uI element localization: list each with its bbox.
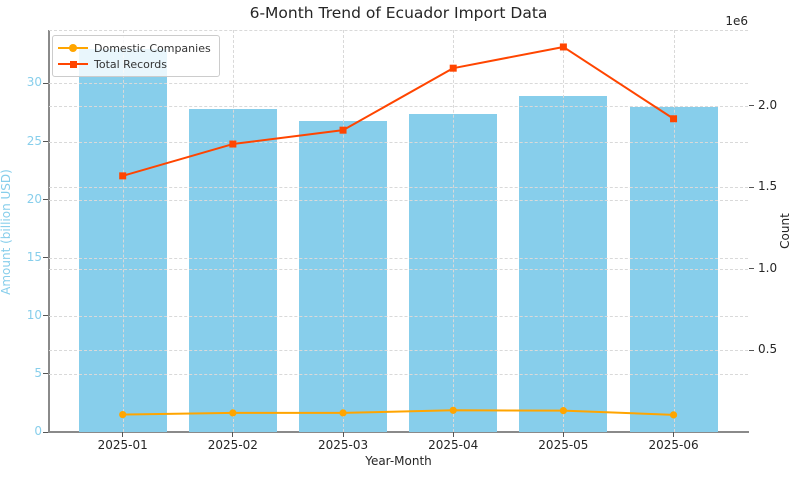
square-marker-2025-04 — [449, 64, 457, 72]
gridline-h-right-0.5 — [49, 350, 748, 352]
legend: Domestic Companies Total Records — [52, 35, 220, 77]
square-marker-2025-01 — [119, 172, 127, 180]
gridline-v-2025-06 — [673, 30, 675, 432]
tick-mark-left-15 — [43, 257, 48, 259]
gridline-h-left-15 — [49, 257, 748, 259]
tick-mark-x-2025-06 — [673, 432, 675, 437]
tick-label-right-0.5: 0.5 — [758, 342, 778, 357]
gridline-h-right-1 — [49, 268, 748, 270]
gridline-h-left-20 — [49, 199, 748, 201]
tick-label-left-5: 5 — [34, 365, 42, 380]
square-marker-icon — [70, 61, 77, 68]
legend-item-domestic-companies: Domestic Companies — [58, 40, 211, 56]
gridline-v-2025-04 — [453, 30, 455, 432]
line-layer — [119, 43, 678, 419]
square-marker-2025-05 — [559, 43, 567, 51]
legend-line-sample-domestic — [58, 43, 88, 53]
tick-mark-right-0.5 — [749, 349, 754, 351]
gridline-v-2025-05 — [563, 30, 565, 432]
circle-marker-2025-03 — [339, 409, 347, 417]
square-marker-2025-06 — [670, 115, 678, 123]
square-marker-2025-03 — [339, 126, 347, 134]
legend-line-sample-total — [58, 59, 88, 69]
gridline-v-2025-02 — [232, 30, 234, 432]
square-marker-2025-02 — [229, 140, 237, 148]
tick-label-left-0: 0 — [34, 424, 42, 438]
tick-label-x-2025-04: 2025-04 — [428, 438, 479, 452]
circle-marker-2025-02 — [229, 409, 237, 417]
tick-mark-x-2025-05 — [562, 432, 564, 437]
chart-title: 6-Month Trend of Ecuador Import Data — [249, 4, 548, 22]
tick-mark-x-2025-03 — [342, 432, 344, 437]
y-axis-label-right: Count — [778, 213, 792, 249]
tick-mark-left-5 — [43, 373, 48, 375]
gridline-h-left-25 — [49, 141, 748, 143]
gridline-v-2025-03 — [343, 30, 345, 432]
tick-label-x-2025-03: 2025-03 — [317, 438, 369, 452]
gridline-h-left-5 — [49, 373, 748, 375]
tick-label-x-2025-06: 2025-06 — [648, 438, 699, 452]
circle-marker-icon — [69, 44, 77, 52]
legend-label: Total Records — [94, 57, 167, 71]
circle-marker-2025-06 — [669, 411, 678, 419]
tick-mark-x-2025-02 — [232, 432, 234, 437]
line-domestic-companies — [122, 409, 674, 416]
tick-label-right-2: 2.0 — [758, 97, 778, 112]
line-total-records — [122, 45, 675, 177]
gridline-h-right-2 — [49, 105, 748, 107]
x-axis-label: Year-Month — [365, 454, 432, 468]
tick-mark-left-0 — [43, 431, 48, 433]
legend-item-total-records: Total Records — [58, 56, 211, 72]
tick-mark-x-2025-04 — [452, 432, 454, 437]
circle-marker-2025-01 — [119, 410, 127, 419]
tick-label-x-2025-02: 2025-02 — [207, 438, 258, 452]
tick-label-right-1: 1.0 — [758, 260, 778, 275]
tick-mark-right-1 — [749, 268, 754, 270]
gridline-h-left-30 — [49, 83, 748, 85]
tick-label-x-2025-05: 2025-05 — [538, 438, 589, 452]
legend-label: Domestic Companies — [94, 41, 211, 55]
tick-mark-x-2025-01 — [122, 432, 124, 437]
circle-marker-2025-05 — [559, 407, 567, 415]
tick-mark-left-25 — [43, 141, 48, 143]
gridline-v-2025-01 — [122, 30, 124, 432]
tick-label-left-25: 25 — [26, 133, 42, 148]
tick-label-right-1.5: 1.5 — [758, 179, 778, 194]
circle-marker-2025-04 — [449, 406, 457, 414]
tick-mark-left-10 — [43, 315, 48, 317]
tick-mark-right-1.5 — [749, 186, 754, 188]
tick-label-left-15: 15 — [26, 249, 42, 264]
tick-label-left-10: 10 — [26, 307, 42, 322]
tick-label-left-20: 20 — [26, 191, 42, 206]
tick-mark-left-30 — [43, 82, 48, 84]
tick-label-left-30: 30 — [26, 75, 42, 90]
axis-offset-label: 1e6 — [725, 14, 748, 28]
tick-mark-right-2 — [749, 105, 754, 107]
plot-area — [43, 30, 754, 437]
left-spine — [48, 30, 50, 433]
bottom-spine — [48, 431, 749, 433]
gridline-h-left-10 — [49, 315, 748, 317]
tick-mark-left-20 — [43, 199, 48, 201]
gridline-h-top — [49, 30, 748, 31]
tick-label-x-2025-01: 2025-01 — [97, 438, 148, 452]
gridline-h-right-1.5 — [49, 187, 748, 189]
